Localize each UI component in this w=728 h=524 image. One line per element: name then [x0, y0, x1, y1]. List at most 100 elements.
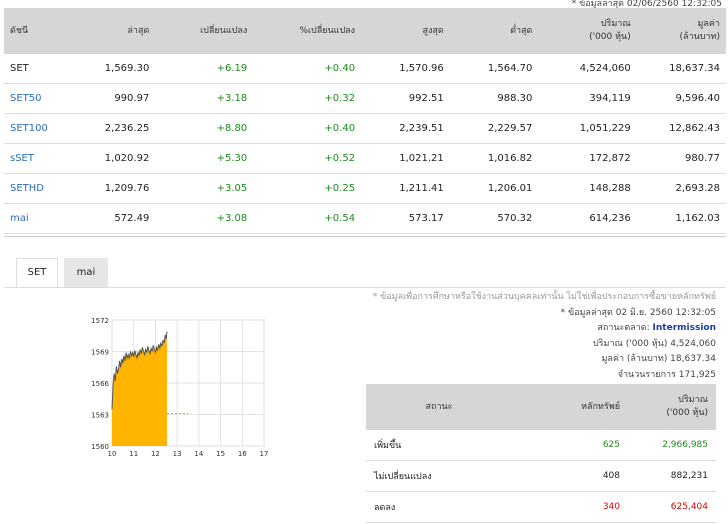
col-stat-volume-label: ปริมาณ ('000 หุ้น) — [666, 395, 708, 418]
tab-underline — [4, 287, 726, 288]
table-row: SET100 2,236.25 +8.80 +0.40 2,239.51 2,229.57… — [4, 113, 726, 144]
index-name[interactable]: SETHD — [4, 173, 76, 204]
y-tick-label: 1569 — [91, 349, 109, 357]
col-low: ต่ำสุด — [449, 8, 539, 54]
x-tick-label: 14 — [194, 450, 203, 458]
updated-text: * ข้อมูลล่าสุด 02 มิ.ย. 2560 12:32:05 — [560, 307, 716, 318]
value: 2,693.28 — [636, 173, 726, 204]
col-index: ดัชนี — [4, 8, 76, 54]
change-pct: +0.32 — [253, 83, 362, 114]
advance-decline-table: สถานะ หลักทรัพย์ ปริมาณ ('000 หุ้น) เพิ่… — [366, 384, 716, 523]
change: +6.19 — [155, 54, 254, 84]
col-last: ล่าสุด — [75, 8, 156, 54]
securities-count: 625 — [512, 430, 628, 461]
col-securities: หลักทรัพย์ — [512, 384, 628, 430]
disclaimer-text: * ข้อมูลเพื่อการศึกษาหรือใช้งานส่วนบุคคล… — [372, 292, 716, 302]
index-name[interactable]: mai — [4, 203, 76, 234]
change-pct: +0.40 — [253, 54, 362, 84]
volume: 172,872 — [538, 143, 637, 174]
x-tick-label: 11 — [129, 450, 138, 458]
last-price: 2,236.25 — [75, 113, 156, 144]
advance-decline-body: เพิ่มขึ้น 625 2,966,985 ไม่เปลี่ยนแปลง 408 88… — [366, 430, 716, 523]
stat-volume: 882,231 — [628, 460, 716, 492]
value-text: มูลค่า (ล้านบาท) 18,637.34 — [601, 354, 717, 364]
index-table-header: ดัชนี ล่าสุด เปลี่ยนแปลง %เปลี่ยนแปลง สู… — [4, 8, 726, 54]
high: 1,021.21 — [361, 143, 450, 174]
last-price: 1,209.76 — [75, 173, 156, 204]
col-volume-label: ปริมาณ ('000 หุ้น) — [589, 19, 631, 42]
value: 9,596.40 — [636, 83, 726, 114]
tab-set[interactable]: SET — [16, 258, 58, 288]
y-tick-label: 1563 — [91, 412, 109, 420]
change: +3.18 — [155, 83, 254, 114]
volume: 394,119 — [538, 83, 637, 114]
change: +5.30 — [155, 143, 254, 174]
tab-mai[interactable]: mai — [64, 258, 108, 288]
section-divider — [4, 236, 726, 237]
market-status-label: สถานะตลาด: — [597, 323, 650, 333]
status-label: เพิ่มขึ้น — [366, 430, 512, 461]
last-price: 1,569.30 — [75, 54, 156, 84]
table-row: SETHD 1,209.76 +3.05 +0.25 1,211.41 1,206.01 1… — [4, 173, 726, 204]
last-price: 1,020.92 — [75, 143, 156, 174]
market-status: สถานะตลาด: Intermission — [373, 321, 716, 337]
low: 1,016.82 — [449, 143, 539, 174]
last-update-note: * ข้อมูลล่าสุด 02/06/2560 12:32:05 — [571, 0, 722, 9]
index-table-body: SET 1,569.30 +6.19 +0.40 1,570.96 1,564.70 4,5… — [4, 54, 726, 234]
index-table: ดัชนี ล่าสุด เปลี่ยนแปลง %เปลี่ยนแปลง สู… — [4, 8, 726, 234]
table-row: เพิ่มขึ้น 625 2,966,985 — [366, 430, 716, 461]
index-name: SET — [4, 54, 76, 84]
volume: 1,051,229 — [538, 113, 637, 144]
deals-text: จำนวนรายการ 171,925 — [617, 369, 716, 380]
col-volume: ปริมาณ ('000 หุ้น) — [538, 8, 637, 54]
x-tick-label: 15 — [216, 450, 225, 458]
change: +3.05 — [155, 173, 254, 204]
col-change-pct: %เปลี่ยนแปลง — [253, 8, 362, 54]
volume: 614,236 — [538, 203, 637, 234]
col-high: สูงสุด — [361, 8, 450, 54]
volume-text: ปริมาณ ('000 หุ้น) 4,524,060 — [592, 338, 716, 349]
col-value-label: มูลค่า (ล้านบาท) — [679, 19, 720, 42]
col-value: มูลค่า (ล้านบาท) — [636, 8, 726, 54]
high: 2,239.51 — [361, 113, 450, 144]
y-tick-label: 1560 — [91, 443, 109, 451]
x-tick-label: 13 — [173, 450, 182, 458]
status-label: ไม่เปลี่ยนแปลง — [366, 460, 512, 492]
securities-count: 408 — [512, 460, 628, 492]
low: 1,564.70 — [449, 54, 539, 84]
last-price: 572.49 — [75, 203, 156, 234]
change-pct: +0.40 — [253, 113, 362, 144]
change-pct: +0.25 — [253, 173, 362, 204]
table-row: SET 1,569.30 +6.19 +0.40 1,570.96 1,564.70 4,5… — [4, 54, 726, 84]
table-row: SET50 990.97 +3.18 +0.32 992.51 988.30 394,119… — [4, 83, 726, 114]
col-change: เปลี่ยนแปลง — [155, 8, 254, 54]
index-name[interactable]: sSET — [4, 143, 76, 174]
x-tick-label: 16 — [238, 450, 247, 458]
high: 573.17 — [361, 203, 450, 234]
low: 2,229.57 — [449, 113, 539, 144]
table-row: sSET 1,020.92 +5.30 +0.52 1,021.21 1,016.82 17… — [4, 143, 726, 174]
change-pct: +0.54 — [253, 203, 362, 234]
change: +3.08 — [155, 203, 254, 234]
low: 570.32 — [449, 203, 539, 234]
chart-line — [111, 331, 168, 410]
change-pct: +0.52 — [253, 143, 362, 174]
y-tick-label: 1566 — [91, 380, 109, 388]
high: 992.51 — [361, 83, 450, 114]
advance-decline-header: สถานะ หลักทรัพย์ ปริมาณ ('000 หุ้น) — [366, 384, 716, 430]
value: 12,862.43 — [636, 113, 726, 144]
volume: 4,524,060 — [538, 54, 637, 84]
high: 1,211.41 — [361, 173, 450, 204]
index-name[interactable]: SET50 — [4, 83, 76, 114]
stat-volume: 625,404 — [628, 491, 716, 523]
table-row: ลดลง 340 625,404 — [366, 491, 716, 523]
index-name[interactable]: SET100 — [4, 113, 76, 144]
market-status-value: Intermission — [652, 323, 716, 333]
x-tick-label: 12 — [151, 450, 160, 458]
change: +8.80 — [155, 113, 254, 144]
chart-area — [112, 331, 167, 446]
last-price: 990.97 — [75, 83, 156, 114]
table-row: ไม่เปลี่ยนแปลง 408 882,231 — [366, 460, 716, 492]
status-label: ลดลง — [366, 491, 512, 523]
x-tick-label: 10 — [108, 450, 117, 458]
